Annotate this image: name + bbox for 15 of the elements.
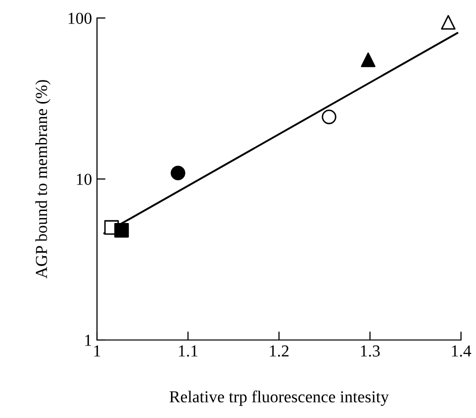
point: [114, 223, 129, 238]
point: [170, 166, 186, 180]
y-tick-label: 1: [85, 334, 92, 346]
point: [440, 15, 456, 30]
x-tick-label: 1: [94, 345, 100, 356]
x-axis-title: Relative trp fluorescence intesity: [170, 390, 389, 406]
x-tick-label: 1.2: [270, 345, 288, 357]
y-axis-title: AGP bound to membrane (%): [35, 80, 50, 279]
point: [360, 52, 376, 68]
x-tick-label: 1.1: [179, 345, 198, 357]
y-tick-label: 10: [76, 174, 92, 185]
x-tick-label: 1.3: [361, 345, 380, 357]
x-tick-label: 1.4: [452, 345, 472, 357]
y-tick-label: 100: [68, 12, 92, 24]
point: [322, 110, 336, 124]
